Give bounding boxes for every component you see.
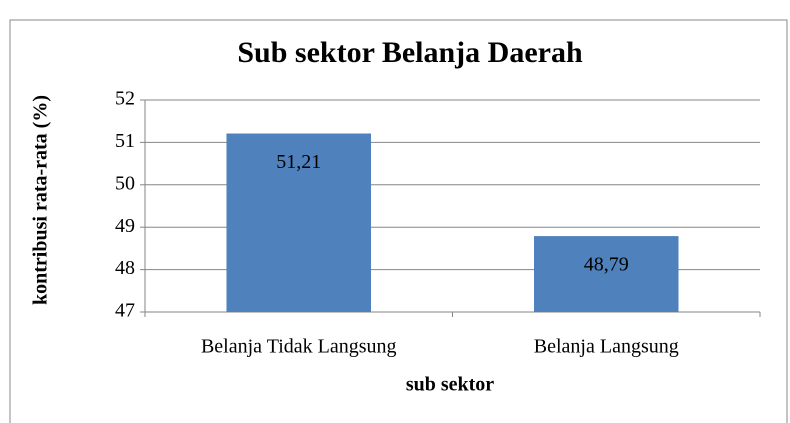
value-label: 51,21 — [276, 151, 321, 173]
y-tick-label: 48 — [115, 257, 135, 279]
bar — [226, 133, 372, 312]
value-label: 48,79 — [584, 254, 629, 276]
y-axis-title: kontribusi rata-rata (%) — [30, 95, 52, 305]
chart-frame — [9, 19, 788, 423]
y-tick-label: 50 — [115, 172, 135, 194]
x-axis-title: sub sektor — [406, 374, 494, 396]
y-tick-label: 47 — [115, 300, 135, 322]
x-tick-label: Belanja Tidak Langsung — [201, 336, 397, 358]
y-tick-label: 49 — [115, 215, 135, 237]
bar — [533, 236, 679, 312]
x-tick-label: Belanja Langsung — [534, 336, 679, 358]
y-tick-label: 51 — [115, 130, 135, 152]
y-tick-label: 52 — [115, 88, 135, 110]
chart-title: Sub sektor Belanja Daerah — [237, 36, 583, 69]
